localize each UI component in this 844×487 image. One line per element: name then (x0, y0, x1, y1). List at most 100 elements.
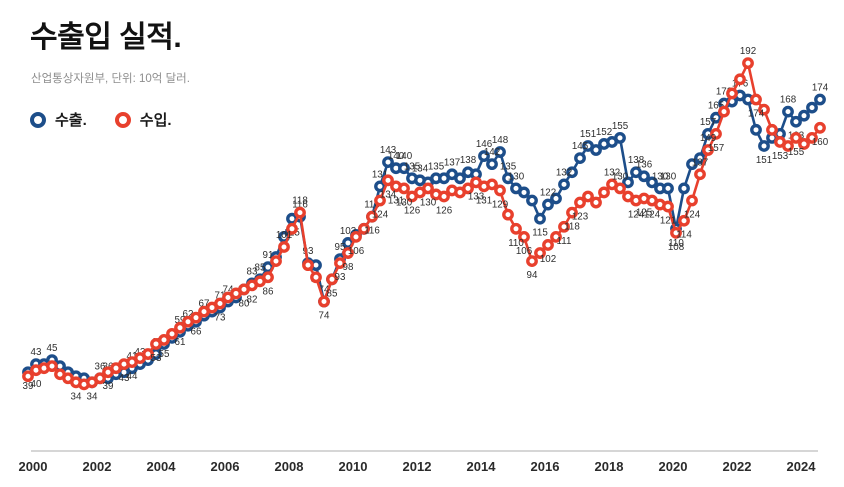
data-point (782, 105, 794, 118)
data-label: 74 (319, 311, 330, 322)
data-label: 118 (564, 222, 580, 233)
data-label: 43 (31, 347, 42, 358)
data-point (814, 93, 826, 106)
data-point (398, 162, 410, 175)
data-point (534, 247, 546, 259)
data-point (718, 105, 730, 118)
x-tick-label: 2004 (147, 459, 177, 474)
data-label: 145 (572, 141, 589, 152)
data-point (142, 348, 154, 360)
data-label: 124 (628, 210, 645, 221)
data-point (638, 170, 650, 183)
x-tick-label: 2008 (275, 459, 304, 474)
x-tick-label: 2022 (723, 459, 752, 474)
data-label: 124 (644, 210, 661, 221)
data-point (278, 241, 290, 253)
data-label: 34 (87, 391, 98, 402)
data-point (758, 140, 770, 152)
x-tick-label: 2018 (595, 459, 624, 474)
data-label: 124 (372, 210, 389, 221)
data-label: 126 (436, 205, 453, 216)
data-label: 118 (292, 196, 308, 207)
data-point (614, 182, 626, 195)
data-label: 98 (343, 262, 354, 273)
data-label: 102 (540, 254, 556, 265)
data-label: 36 (95, 361, 106, 372)
data-label: 152 (596, 127, 612, 138)
data-point (806, 131, 818, 144)
data-point (750, 123, 762, 136)
data-label: 53 (151, 353, 162, 364)
data-label: 110 (668, 238, 684, 249)
data-label: 130 (508, 171, 525, 182)
legend-label-imports: 수입. (139, 112, 172, 129)
x-tick-label: 2006 (211, 459, 240, 474)
data-point (262, 271, 274, 284)
data-point (286, 222, 298, 235)
data-point (438, 190, 450, 203)
data-point (670, 226, 682, 239)
data-point (790, 131, 802, 144)
chart-subtitle: 산업통상자원부, 단위: 10억 달러. (31, 73, 190, 85)
data-label: 133 (468, 191, 485, 202)
data-label: 61 (175, 337, 186, 348)
data-point (558, 178, 570, 191)
data-label: 129 (492, 199, 508, 210)
data-label: 39 (23, 381, 34, 392)
data-point (422, 182, 434, 195)
data-label: 66 (191, 327, 202, 338)
data-label: 130 (420, 197, 437, 208)
data-point (678, 214, 690, 227)
data-point (814, 121, 826, 134)
data-point (382, 174, 394, 187)
x-tick-label: 2020 (659, 459, 688, 474)
data-label: 106 (348, 246, 365, 257)
x-tick-label: 2016 (531, 459, 560, 474)
data-label: 124 (684, 210, 701, 221)
data-label: 34 (71, 391, 82, 402)
data-point (582, 190, 594, 203)
data-label: 82 (247, 294, 258, 305)
data-label: 40 (31, 379, 42, 390)
data-point (686, 194, 698, 207)
data-label: 151 (756, 155, 772, 166)
data-label: 174 (748, 109, 765, 120)
data-label: 93 (335, 272, 346, 283)
data-point (550, 230, 562, 243)
data-point (510, 222, 522, 235)
data-point (502, 172, 514, 185)
data-label: 134 (380, 189, 397, 200)
data-label: 71 (215, 291, 226, 302)
data-point (798, 138, 810, 150)
legend-item-exports: 수출. (30, 109, 87, 130)
data-point (622, 176, 634, 189)
data-point (318, 295, 330, 308)
data-label: 138 (460, 155, 477, 166)
data-point (350, 230, 362, 243)
data-label: 135 (500, 161, 517, 172)
data-point (334, 257, 346, 270)
data-point (566, 166, 578, 179)
data-point (174, 321, 186, 334)
data-label: 85 (327, 288, 338, 299)
data-label: 114 (676, 230, 692, 241)
data-point (598, 186, 610, 199)
data-point (662, 200, 674, 213)
data-point (454, 172, 466, 185)
data-label: 157 (708, 143, 724, 154)
x-tick-label: 2014 (467, 459, 497, 474)
data-label: 44 (127, 371, 138, 382)
data-point (494, 146, 506, 158)
data-point (734, 73, 746, 86)
data-label: 101 (276, 230, 292, 241)
data-point (550, 192, 562, 205)
data-point (750, 93, 762, 106)
data-label: 148 (492, 135, 509, 146)
data-point (46, 360, 58, 373)
data-label: 140 (396, 151, 413, 162)
data-label: 138 (628, 155, 645, 166)
data-label: 174 (812, 83, 829, 94)
data-label: 160 (812, 137, 829, 148)
data-label: 74 (319, 285, 330, 296)
